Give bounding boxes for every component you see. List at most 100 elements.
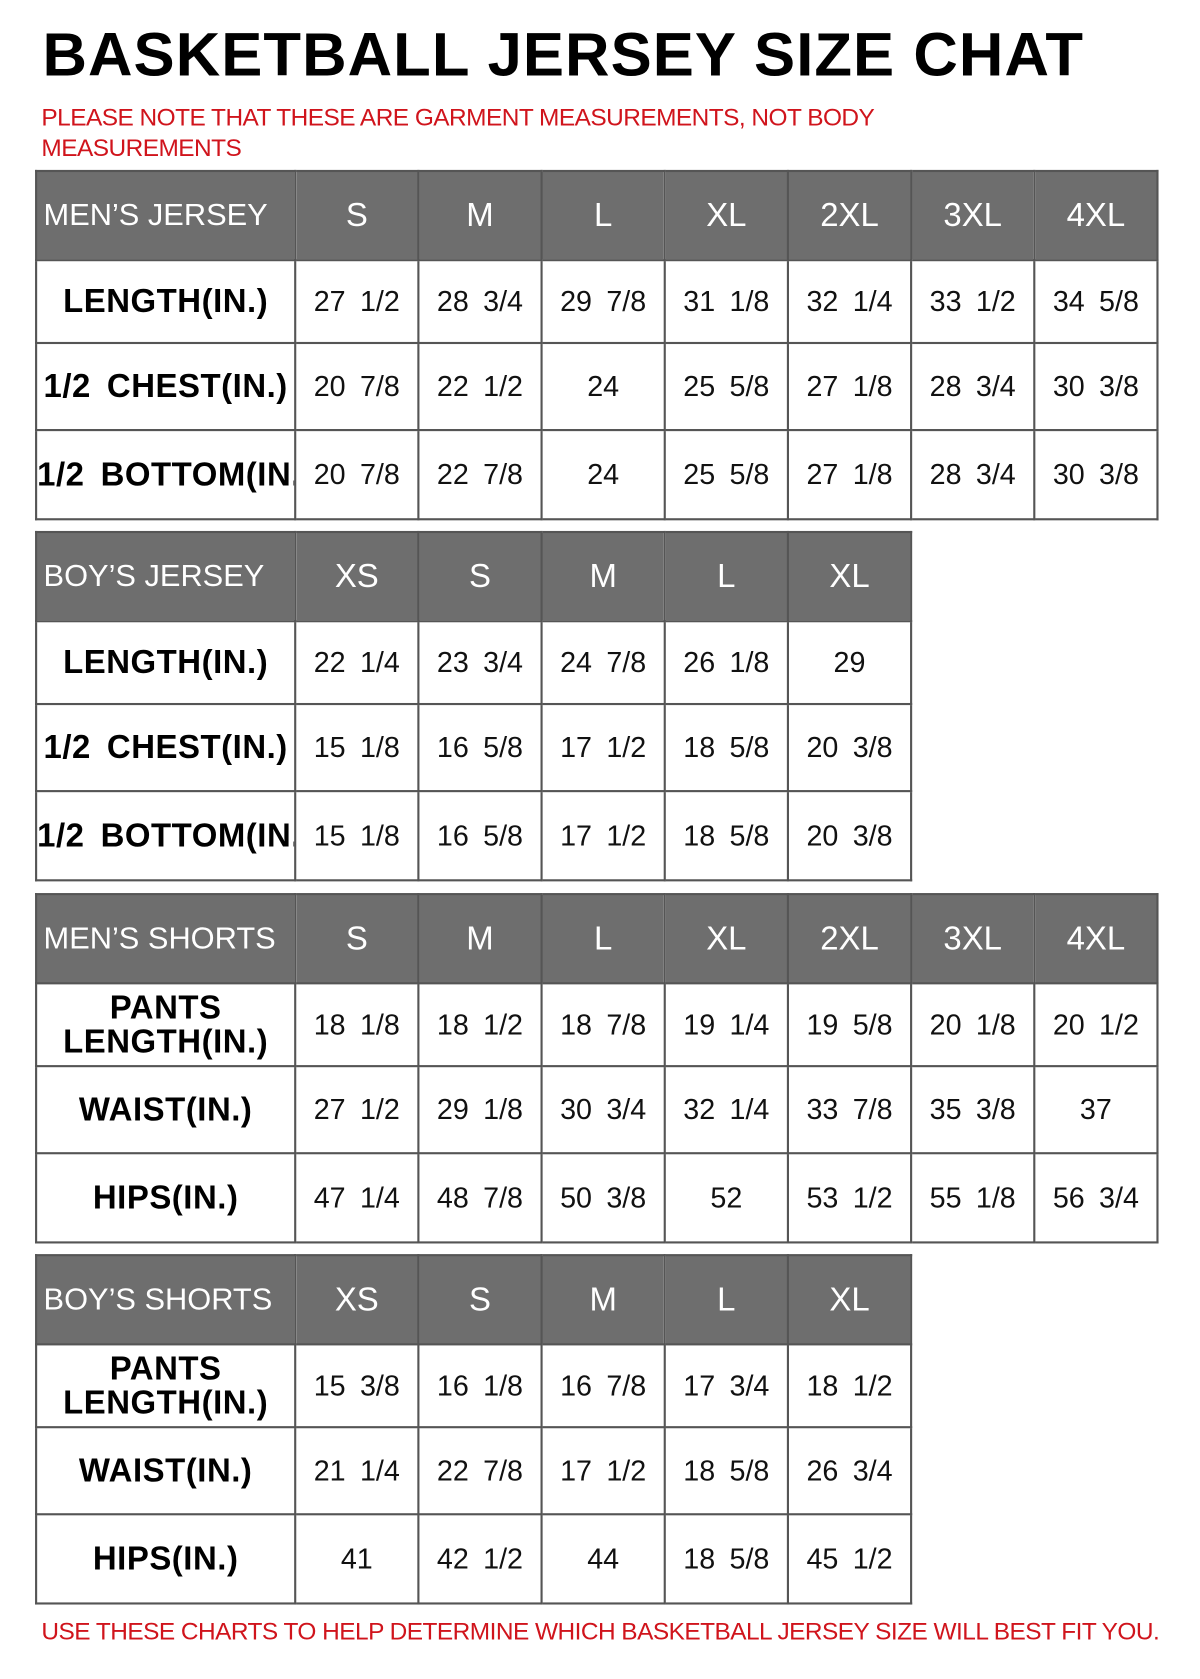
size-header: XS — [294, 530, 420, 623]
measurement-value: 21 1/4 — [294, 1426, 420, 1516]
measurement-value: 27 1/2 — [294, 259, 420, 345]
table-row: 1/2 CHEST(IN.) 20 7/8 22 1/2 24 25 5/8 27 1/8… — [35, 341, 1159, 432]
measurement-value: 37 — [1033, 1065, 1159, 1155]
measurement-value: 18 1/2 — [417, 982, 543, 1068]
measurement-value: 32 1/4 — [663, 1065, 789, 1155]
table-row: 1/2 BOTTOM(IN.) 15 1/8 16 5/8 17 1/2 18 5/8 2… — [35, 790, 913, 882]
measurement-value: 15 1/8 — [294, 790, 420, 882]
size-table-men-s-shorts: MEN’S SHORTS S M L XL 2XL 3XL 4XL PANTS LENGTH(I… — [35, 893, 1159, 1244]
measurement-label: 1/2 CHEST(IN.) — [35, 702, 297, 793]
measurement-value: 22 1/4 — [294, 620, 420, 706]
measurement-value: 18 5/8 — [663, 790, 789, 882]
measurement-value: 30 3/8 — [1033, 341, 1159, 432]
measurement-value: 15 3/8 — [294, 1343, 420, 1429]
measurement-value: 27 1/8 — [786, 429, 913, 521]
measurement-value: 34 5/8 — [1033, 259, 1159, 345]
size-header: XL — [663, 893, 789, 985]
table-row: 1/2 CHEST(IN.) 15 1/8 16 5/8 17 1/2 18 5/8 20… — [35, 702, 913, 793]
measurement-value: 22 7/8 — [417, 429, 543, 521]
measurement-label: LENGTH(IN.) — [35, 259, 297, 345]
measurement-value: 16 1/8 — [417, 1343, 543, 1429]
measurement-value: 29 1/8 — [417, 1065, 543, 1155]
size-header: S — [417, 530, 543, 623]
header-row: BOY’S JERSEY XS S M L XL — [35, 530, 913, 623]
measurement-value: 26 1/8 — [663, 620, 789, 706]
measurement-value: 31 1/8 — [663, 259, 789, 345]
measurement-value: 18 1/2 — [786, 1343, 913, 1429]
header-row: BOY’S SHORTS XS S M L XL — [35, 1254, 913, 1346]
measurement-value: 28 3/4 — [417, 259, 543, 345]
size-header: 2XL — [786, 893, 913, 985]
measurement-value: 18 1/8 — [294, 982, 420, 1068]
measurement-value: 33 7/8 — [786, 1065, 913, 1155]
measurement-value: 48 7/8 — [417, 1152, 543, 1244]
measurement-label: PANTS LENGTH(IN.) — [35, 1343, 297, 1429]
measurement-label: 1/2 BOTTOM(IN.) — [35, 790, 297, 882]
measurement-value: 16 5/8 — [417, 702, 543, 793]
size-header: L — [663, 530, 789, 623]
table-row: PANTS LENGTH(IN.) 18 1/8 18 1/2 18 7/8 19 1/… — [35, 982, 1159, 1068]
measurement-label: 1/2 CHEST(IN.) — [35, 341, 297, 432]
size-table-boy-s-shorts: BOY’S SHORTS XS S M L XL PANTS LENGTH(IN.) 15 3… — [35, 1254, 913, 1605]
size-header: M — [540, 530, 666, 623]
measurement-label: LENGTH(IN.) — [35, 620, 297, 706]
measurement-value: 26 3/4 — [786, 1426, 913, 1516]
measurement-value: 16 5/8 — [417, 790, 543, 882]
size-table-men-s-jersey: MEN’S JERSEY S M L XL 2XL 3XL 4XL LENGTH(IN.) 27 … — [35, 169, 1159, 521]
measurement-value: 17 3/4 — [663, 1343, 789, 1429]
measurement-value: 20 7/8 — [294, 341, 420, 432]
measurement-value: 33 1/2 — [910, 259, 1036, 345]
measurement-value: 28 3/4 — [910, 341, 1036, 432]
measurement-value: 52 — [663, 1152, 789, 1244]
measurement-value: 29 7/8 — [540, 259, 666, 345]
measurement-value: 45 1/2 — [786, 1513, 913, 1605]
table-row: WAIST(IN.) 21 1/4 22 7/8 17 1/2 18 5/8 26 3/4 — [35, 1426, 913, 1516]
measurement-value: 19 5/8 — [786, 982, 913, 1068]
measurement-value: 20 3/8 — [786, 790, 913, 882]
measurement-value: 24 7/8 — [540, 620, 666, 706]
table-heading: MEN’S JERSEY — [35, 169, 297, 262]
measurement-value: 50 3/8 — [540, 1152, 666, 1244]
measurement-value: 18 5/8 — [663, 1426, 789, 1516]
size-header: S — [417, 1254, 543, 1346]
measurement-value: 18 5/8 — [663, 1513, 789, 1605]
size-header: L — [540, 893, 666, 985]
size-header: XL — [786, 530, 913, 623]
measurement-label: WAIST(IN.) — [35, 1426, 297, 1516]
table-row: HIPS(IN.) 47 1/4 48 7/8 50 3/8 52 53 1/2 55 1/… — [35, 1152, 1159, 1244]
size-header: 3XL — [910, 893, 1036, 985]
measurement-value: 35 3/8 — [910, 1065, 1036, 1155]
header-row: MEN’S SHORTS S M L XL 2XL 3XL 4XL — [35, 893, 1159, 985]
measurement-value: 53 1/2 — [786, 1152, 913, 1244]
table-heading: MEN’S SHORTS — [35, 893, 297, 985]
table-heading: BOY’S SHORTS — [35, 1254, 297, 1346]
measurement-value: 17 1/2 — [540, 702, 666, 793]
measurement-value: 22 1/2 — [417, 341, 543, 432]
measurement-value: 44 — [540, 1513, 666, 1605]
size-header: 3XL — [910, 169, 1036, 262]
measurement-label: WAIST(IN.) — [35, 1065, 297, 1155]
measurement-value: 20 7/8 — [294, 429, 420, 521]
size-header: 4XL — [1033, 169, 1159, 262]
measurement-value: 56 3/4 — [1033, 1152, 1159, 1244]
measurement-label: HIPS(IN.) — [35, 1513, 297, 1605]
header-row: MEN’S JERSEY S M L XL 2XL 3XL 4XL — [35, 169, 1159, 262]
measurement-value: 19 1/4 — [663, 982, 789, 1068]
footer-note: USE THESE CHARTS TO HELP DETERMINE WHICH… — [41, 1617, 1160, 1645]
measurement-value: 30 3/4 — [540, 1065, 666, 1155]
table-row: HIPS(IN.) 41 42 1/2 44 18 5/8 45 1/2 — [35, 1513, 913, 1605]
measurement-value: 28 3/4 — [910, 429, 1036, 521]
size-header: L — [663, 1254, 789, 1346]
size-header: S — [294, 893, 420, 985]
measurement-value: 15 1/8 — [294, 702, 420, 793]
table-row: LENGTH(IN.) 27 1/2 28 3/4 29 7/8 31 1/8 32 1/… — [35, 259, 1159, 345]
size-header: M — [417, 169, 543, 262]
measurement-value: 25 5/8 — [663, 341, 789, 432]
measurement-value: 27 1/2 — [294, 1065, 420, 1155]
measurement-value: 22 7/8 — [417, 1426, 543, 1516]
garment-note: PLEASE NOTE THAT THESE ARE GARMENT MEASU… — [41, 103, 874, 162]
measurement-value: 41 — [294, 1513, 420, 1605]
size-table-boy-s-jersey: BOY’S JERSEY XS S M L XL LENGTH(IN.) 22 1/4 23 3… — [35, 530, 913, 882]
measurement-value: 17 1/2 — [540, 790, 666, 882]
measurement-label: PANTS LENGTH(IN.) — [35, 982, 297, 1068]
